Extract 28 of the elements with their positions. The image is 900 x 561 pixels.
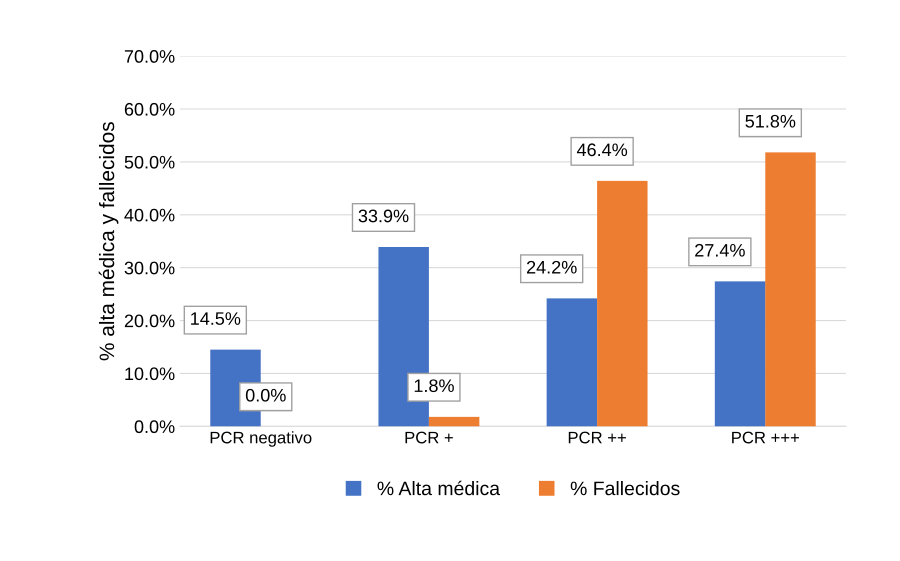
x-tick-label: PCR + bbox=[406, 432, 453, 444]
y-tick-label: 60.0% bbox=[124, 102, 174, 116]
bar bbox=[428, 416, 480, 426]
legend-label: % Alta médica bbox=[378, 480, 500, 496]
y-tick-label: 20.0% bbox=[124, 314, 174, 328]
data-label: 33.9% bbox=[358, 210, 408, 222]
bar bbox=[546, 298, 598, 426]
data-label: 14.5% bbox=[191, 312, 240, 325]
data-label: 24.2% bbox=[526, 260, 577, 274]
bar bbox=[765, 152, 816, 426]
data-label: 46.4% bbox=[576, 143, 628, 156]
bar bbox=[714, 281, 766, 426]
y-tick-label: 40.0% bbox=[124, 208, 174, 222]
data-label: 51.8% bbox=[745, 114, 796, 128]
y-axis-title: % alta médica y fallecidos bbox=[98, 122, 118, 360]
y-tick-label: 70.0% bbox=[124, 50, 174, 63]
x-tick-label: PCR +++ bbox=[732, 432, 799, 444]
data-label: 0.0% bbox=[246, 388, 286, 402]
legend-label: % Fallecidos bbox=[570, 480, 680, 496]
x-tick-label: PCR ++ bbox=[568, 432, 626, 444]
data-label: 27.4% bbox=[695, 244, 745, 257]
x-tick-label: PCR negativo bbox=[210, 431, 312, 447]
bar bbox=[597, 180, 648, 426]
y-tick-label: 10.0% bbox=[125, 367, 174, 380]
y-tick-label: 50.0% bbox=[124, 156, 174, 169]
data-label: 1.8% bbox=[414, 379, 454, 392]
y-tick-label: 30.0% bbox=[124, 262, 174, 274]
y-tick-label: 0.0% bbox=[134, 420, 174, 434]
